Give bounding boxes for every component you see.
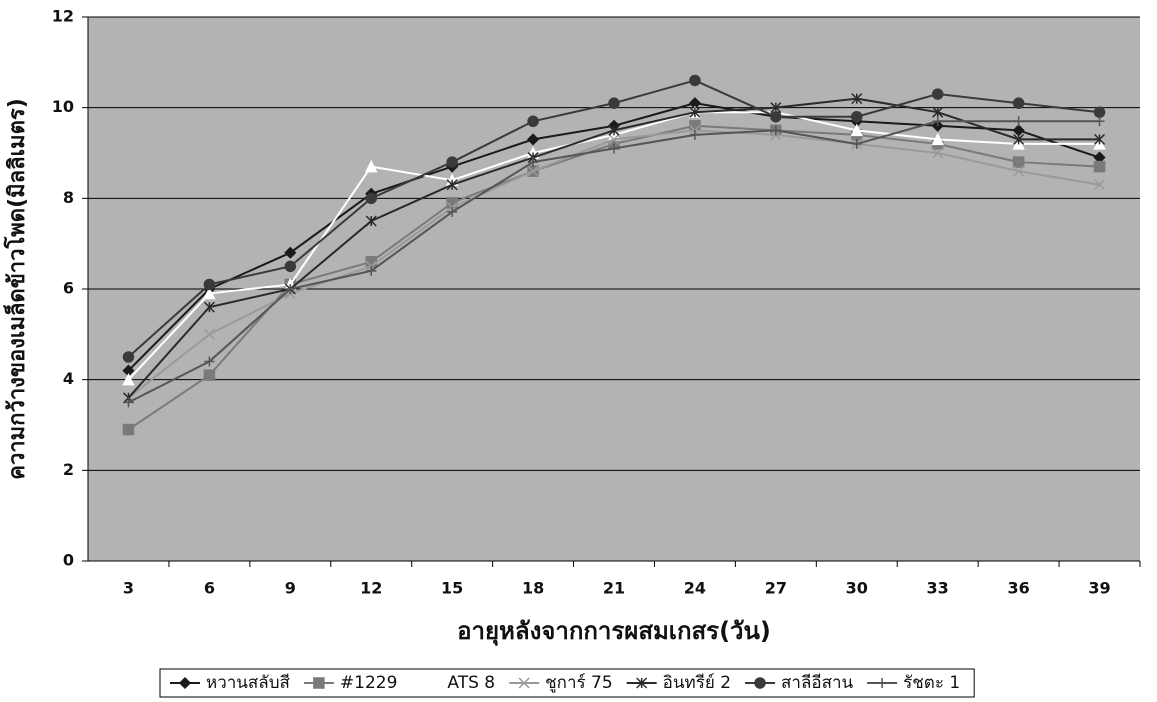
- chart: อายุหลังจากการผสมเกสร(วัน) ความกว้างของเ…: [0, 0, 1157, 702]
- x-tick-label: 6: [204, 579, 215, 598]
- y-tick-label: 4: [63, 369, 74, 388]
- marker: [366, 193, 376, 203]
- marker: [123, 425, 133, 435]
- marker: [204, 279, 214, 289]
- y-tick-label: 0: [63, 551, 74, 570]
- x-tick-label: 39: [1088, 579, 1110, 598]
- x-tick-label: 12: [360, 579, 382, 598]
- marker: [755, 678, 765, 688]
- legend-label: สาลีอีสาน: [781, 673, 853, 693]
- marker: [447, 157, 457, 167]
- x-tick-label: 21: [603, 579, 625, 598]
- y-axis-title: ความกว้างของเมล็ดข้าวโพด(มิลลิเมตร): [2, 98, 30, 480]
- y-tick-label: 10: [52, 97, 74, 116]
- marker: [1095, 162, 1105, 172]
- x-tick-label: 9: [285, 579, 296, 598]
- marker: [852, 112, 862, 122]
- x-tick-label: 36: [1007, 579, 1029, 598]
- legend-label: รัชตะ 1: [903, 673, 960, 693]
- marker: [690, 75, 700, 85]
- x-tick-label: 24: [684, 579, 706, 598]
- marker: [285, 261, 295, 271]
- marker: [123, 352, 133, 362]
- x-tick-label: 33: [927, 579, 949, 598]
- x-tick-label: 15: [441, 579, 463, 598]
- y-tick-label: 6: [63, 279, 74, 298]
- marker: [933, 89, 943, 99]
- legend-label: อินทรีย์ 2: [663, 673, 731, 693]
- legend-label: ATS 8: [447, 673, 495, 693]
- x-tick-label: 30: [846, 579, 868, 598]
- marker: [204, 370, 214, 380]
- y-tick-label: 2: [63, 460, 74, 479]
- marker: [528, 116, 538, 126]
- marker: [1014, 98, 1024, 108]
- marker: [1014, 157, 1024, 167]
- legend-label: #1229: [340, 673, 398, 693]
- legend-label: หวานสลับสี: [206, 673, 291, 693]
- marker: [1095, 107, 1105, 117]
- legend: หวานสลับสี #1229 ATS 8 ชูการ์ 75 อินทรีย์ 2 ส…: [160, 669, 974, 697]
- marker: [771, 112, 781, 122]
- x-tick-label: 3: [123, 579, 134, 598]
- y-tick-label: 8: [63, 188, 74, 207]
- x-tick-label: 18: [522, 579, 544, 598]
- y-tick-label: 12: [52, 7, 74, 26]
- marker: [314, 678, 324, 688]
- x-axis-title: อายุหลังจากการผสมเกสร(วัน): [457, 617, 771, 647]
- x-tick-label: 27: [765, 579, 787, 598]
- marker: [609, 98, 619, 108]
- legend-label: ชูการ์ 75: [545, 673, 613, 693]
